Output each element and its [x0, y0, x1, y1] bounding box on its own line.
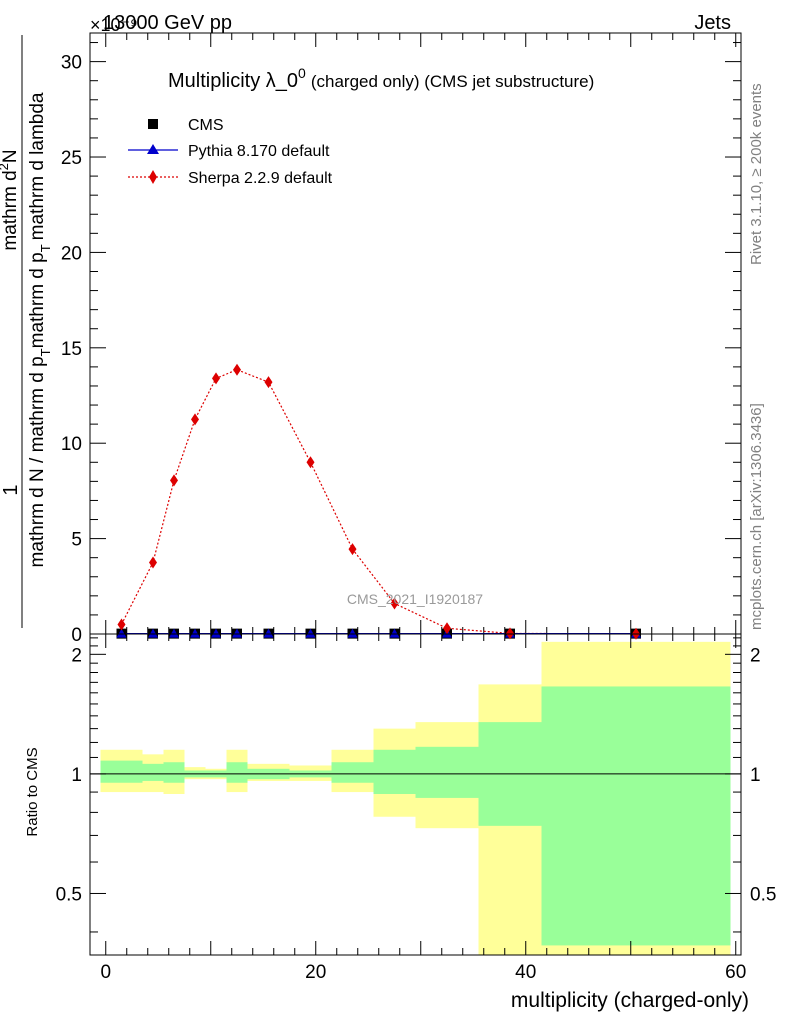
ratio-y-tick-label: 2 — [71, 645, 82, 666]
legend-sherpa-marker — [149, 170, 157, 184]
plot-title-sup: 0 — [298, 65, 306, 81]
main-y-tick-label: 0 — [71, 625, 82, 646]
ratio-x-ticks: 0 20 40 60 — [100, 634, 746, 983]
main-x-ticks — [105, 33, 737, 634]
y-label-num-d: mathrm d — [0, 170, 21, 250]
main-y-tick-label: 25 — [61, 148, 82, 169]
main-y-tick-label: 15 — [61, 339, 82, 360]
y-label-num-sup: 2 — [0, 163, 11, 170]
pythia-point — [347, 628, 358, 638]
sherpa-point — [390, 597, 399, 610]
plot-title: Multiplicity λ_00 (charged only) (CMS jet… — [168, 65, 594, 92]
ratio-inner-band — [226, 762, 248, 783]
ratio-inner-band — [541, 686, 731, 946]
header-jets: Jets — [694, 12, 731, 34]
ratio-y-tick-label: 1 — [71, 765, 82, 786]
x-axis-label: multiplicity (charged-only) — [511, 989, 749, 1012]
ratio-y-tick-label: 0.5 — [56, 884, 82, 905]
legend-pythia-label: Pythia 8.170 default — [188, 143, 330, 160]
main-y-tick-label: 30 — [61, 53, 82, 74]
ratio-inner-band — [100, 760, 143, 783]
pythia-point — [305, 628, 316, 638]
ratio-inner-band — [331, 762, 374, 783]
main-y-tick-label: 10 — [61, 434, 82, 455]
legend: CMS Pythia 8.170 default Sherpa 2.2.9 de… — [128, 117, 333, 187]
y-label-den-lam: mathrm d lambda — [27, 92, 48, 240]
ratio-panel: 0.5 0.5 1 1 2 2 0 20 40 60 — [56, 633, 776, 983]
main-y-ticks: 0 5 10 15 20 25 30 — [61, 42, 741, 646]
pythia-point — [190, 628, 200, 638]
y-label-den-t1: T — [38, 348, 53, 356]
ratio-bands — [100, 641, 731, 955]
ratio-y-label: Ratio to CMS — [24, 747, 41, 836]
rivet-credit: Rivet 3.1.10, ≥ 200k events — [748, 83, 765, 265]
x-tick-label: 20 — [305, 962, 326, 983]
pythia-point — [116, 628, 127, 638]
pythia-point — [148, 628, 158, 638]
sherpa-point — [443, 622, 451, 635]
legend-sherpa-label: Sherpa 2.2.9 default — [188, 170, 333, 187]
x-tick-label: 40 — [515, 962, 536, 983]
pythia-point — [389, 628, 400, 638]
sherpa-point — [264, 376, 273, 389]
main-panel: 0 5 10 15 20 25 30 — [61, 32, 742, 646]
plot-title-sub: (charged only) (CMS jet substructure) — [311, 72, 594, 91]
ratio-y-tick-label-right: 0.5 — [750, 884, 776, 905]
ratio-frame — [89, 633, 742, 956]
y-label-denominator: mathrm d N / mathrm d pTmathrm d pTmathr… — [27, 92, 53, 567]
sherpa-point — [117, 618, 126, 631]
sherpa-point — [212, 372, 220, 385]
analysis-watermark: CMS_2021_I1920187 — [347, 591, 483, 607]
pythia-point — [169, 628, 179, 638]
legend-cms-marker — [148, 119, 158, 129]
main-y-tick-label: 5 — [71, 530, 82, 551]
y-label-den-mid: mathrm d p — [27, 252, 48, 348]
sherpa-point — [149, 556, 157, 569]
x-tick-label: 0 — [100, 962, 111, 983]
sherpa-point — [306, 456, 315, 469]
header-energy: 13000 GeV pp — [103, 12, 232, 34]
y-label-den-t2: T — [38, 244, 53, 252]
sherpa-point — [233, 363, 241, 376]
ratio-y-tick-label-right: 2 — [750, 645, 761, 666]
ratio-inner-band — [373, 749, 416, 794]
y-label-num-n: N — [0, 149, 21, 163]
legend-cms-label: CMS — [188, 117, 224, 134]
main-y-tick-label: 20 — [61, 243, 82, 264]
ratio-y-ticks: 0.5 0.5 1 1 2 2 — [56, 637, 776, 933]
pythia-point — [211, 628, 221, 638]
pythia-point — [232, 628, 242, 638]
y-label-one: 1 — [0, 484, 22, 495]
sherpa-point — [191, 413, 199, 426]
ratio-y-tick-label-right: 1 — [750, 765, 761, 786]
sherpa-point — [348, 543, 357, 556]
ratio-inner-band — [163, 762, 185, 783]
pythia-point — [263, 628, 274, 638]
y-exponent: ×10⁻⁹ — [90, 15, 138, 35]
x-tick-label: 60 — [725, 962, 746, 983]
plot-title-main: Multiplicity λ_0 — [168, 70, 298, 92]
mcplots-credit: mcplots.cern.ch [arXiv:1306.3436] — [748, 403, 765, 630]
main-y-label: 1 mathrm d2N mathrm d N / mathrm d pTmat… — [0, 35, 53, 628]
y-label-numerator: mathrm d2N — [0, 149, 21, 250]
legend-pythia-marker — [147, 144, 159, 154]
ratio-inner-band — [415, 746, 479, 798]
ratio-inner-band — [142, 763, 164, 781]
sherpa-point — [170, 474, 178, 487]
sherpa-point — [506, 627, 514, 640]
y-label-den-a: mathrm d N / mathrm d p — [27, 356, 48, 567]
